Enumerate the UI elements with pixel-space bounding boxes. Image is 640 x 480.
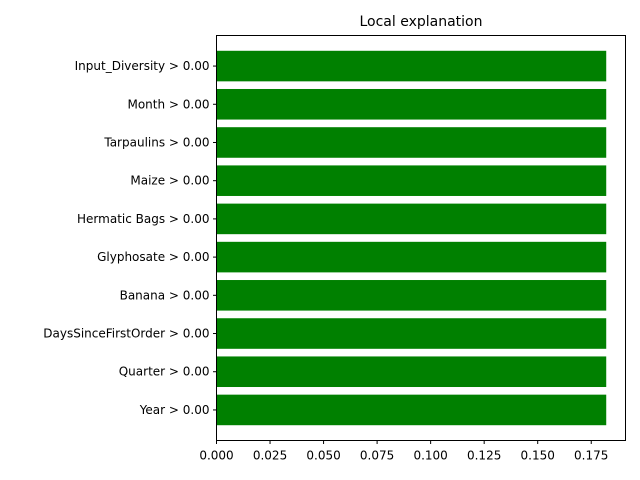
y-tick-label: Banana > 0.00 [120,288,210,302]
x-tick-label: 0.000 [199,449,233,463]
bars-group [216,50,607,426]
bar [216,241,607,273]
plot-frame [216,35,626,441]
bar [216,356,607,388]
bar [216,127,607,158]
x-tick-label: 0.025 [253,449,287,463]
y-tick-labels: Input_Diversity > 0.00 Month > 0.00 Tarpau… [43,59,217,417]
y-tick-label: Maize > 0.00 [130,174,209,188]
x-ticks: 0.000 0.025 0.050 0.075 0.100 0.125 0.150 0.175 [199,440,608,463]
x-tick-label: 0.075 [360,449,394,463]
y-tick-label: Year > 0.00 [139,403,210,417]
bar [216,165,607,196]
x-tick-label: 0.125 [467,449,501,463]
x-tick-label: 0.050 [306,449,340,463]
chart-title: Local explanation [359,14,482,30]
y-tick-label: Hermatic Bags > 0.00 [77,212,209,226]
y-tick-label: Quarter > 0.00 [119,365,210,379]
y-tick-label: Tarpaulins > 0.00 [103,135,209,149]
x-tick-label: 0.100 [413,449,447,463]
bar [216,88,607,120]
bar [216,280,607,311]
bar [216,318,607,349]
y-tick-label: Glyphosate > 0.00 [97,250,209,264]
bar [216,203,607,235]
y-tick-label: Month > 0.00 [127,97,209,111]
bar [216,394,607,426]
y-tick-label: DaysSinceFirstOrder > 0.00 [43,327,209,341]
x-tick-label: 0.175 [574,449,608,463]
y-tick-label: Input_Diversity > 0.00 [75,59,210,73]
bar [216,50,607,82]
x-tick-label: 0.150 [521,449,555,463]
